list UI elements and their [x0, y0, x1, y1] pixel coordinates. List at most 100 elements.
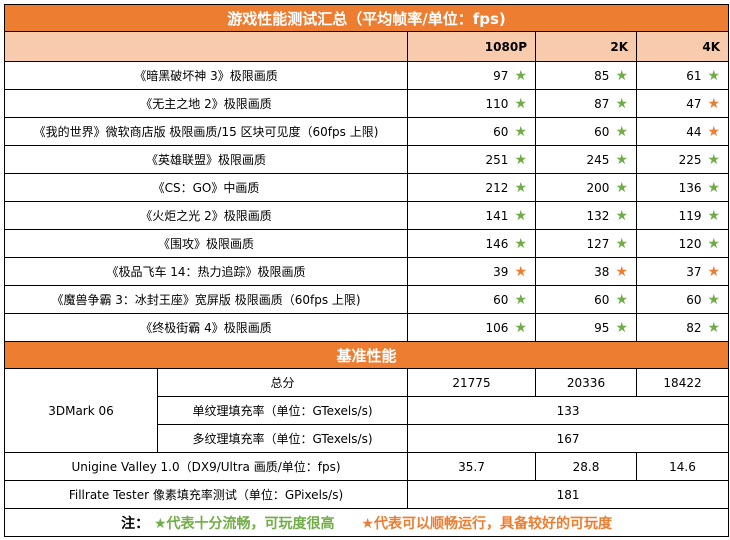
game-row: 《魔兽争霸 3：冰封王座》宽屏版 极限画质（60fps 上限) 60 ★ 60 ★ 60 ★ [4, 285, 730, 314]
fps-number: 136 [678, 180, 702, 195]
green-star-icon: ★ [514, 151, 527, 168]
orange-star-icon: ★ [707, 263, 721, 280]
total-1080p: 21775 [407, 368, 536, 397]
fps-number: 245 [586, 152, 610, 167]
fps-value: 136 ★ [635, 173, 730, 202]
green-star-icon: ★ [615, 179, 628, 196]
fps-number: 106 [485, 320, 509, 335]
orange-star-icon: ★ [707, 123, 721, 140]
game-name: 《围攻》极限画质 [4, 229, 408, 258]
note-orange: ★代表可以顺畅运行，具备较好的可玩度 [361, 515, 612, 532]
fps-number: 60 [594, 124, 610, 139]
col-2k: 2K [535, 31, 637, 62]
col-1080p: 1080P [407, 31, 536, 62]
game-name: 《CS：GO》中画质 [4, 173, 408, 202]
fps-number: 37 [686, 264, 702, 279]
green-star-icon: ★ [615, 67, 628, 84]
fps-value: 106 ★ [407, 313, 536, 342]
fps-value: 82 ★ [635, 313, 730, 342]
column-header-row: 1080P 2K 4K [4, 31, 730, 62]
fps-number: 127 [586, 236, 610, 251]
fps-number: 82 [686, 320, 702, 335]
multi-texture-value: 167 [406, 424, 730, 453]
game-name: 《火炬之光 2》极限画质 [4, 201, 408, 230]
valley-4k: 14.6 [635, 452, 730, 481]
orange-star-icon: ★ [707, 95, 721, 112]
3dmark-label: 3DMark 06 [4, 368, 158, 453]
fps-number: 120 [678, 236, 702, 251]
fps-value: 97 ★ [407, 61, 536, 90]
fps-number: 225 [678, 152, 702, 167]
green-star-icon: ★ [707, 235, 721, 252]
game-name: 《极品飞车 14：热力追踪》极限画质 [4, 257, 408, 286]
green-star-icon: ★ [615, 123, 628, 140]
legend-note: 注： ★代表十分流畅，可玩度很高 ★代表可以顺畅运行，具备较好的可玩度 [3, 508, 730, 537]
fps-value: 225 ★ [635, 145, 730, 174]
green-star-icon: ★ [707, 207, 721, 224]
game-name: 《终极街霸 4》极限画质 [4, 313, 408, 342]
fps-value: 212 ★ [407, 173, 536, 202]
total-label: 总分 [157, 368, 408, 397]
table-title: 游戏性能测试汇总（平均帧率/单位：fps) [3, 4, 730, 32]
green-star-icon: ★ [707, 67, 721, 84]
game-row: 《英雄联盟》极限画质 251 ★ 245 ★ 225 ★ [4, 145, 730, 174]
green-star-icon: ★ [615, 291, 628, 308]
green-star-icon: ★ [615, 95, 628, 112]
multi-texture-label: 多纹理填充率（单位：GTexels/s) [157, 424, 408, 453]
game-name: 《英雄联盟》极限画质 [4, 145, 408, 174]
game-name: 《我的世界》微软商店版 极限画质/15 区块可见度（60fps 上限) [4, 117, 408, 146]
fps-number: 141 [485, 208, 509, 223]
fillrate-value: 181 [406, 480, 730, 509]
green-star-icon: ★ [615, 151, 628, 168]
fps-number: 110 [485, 96, 509, 111]
valley-2k: 28.8 [535, 452, 637, 481]
total-2k: 20336 [535, 368, 637, 397]
fps-value: 39 ★ [407, 257, 536, 286]
fps-number: 146 [485, 236, 509, 251]
fps-value: 60 ★ [535, 285, 637, 314]
fps-number: 119 [678, 208, 702, 223]
fps-value: 87 ★ [535, 89, 637, 118]
green-star-icon: ★ [514, 235, 527, 252]
fps-number: 60 [493, 124, 509, 139]
game-row: 《我的世界》微软商店版 极限画质/15 区块可见度（60fps 上限) 60 ★ 60… [4, 117, 730, 146]
fps-value: 245 ★ [535, 145, 637, 174]
fps-number: 95 [594, 320, 610, 335]
game-row: 《火炬之光 2》极限画质 141 ★ 132 ★ 119 ★ [4, 201, 730, 230]
fps-value: 251 ★ [407, 145, 536, 174]
fps-value: 146 ★ [407, 229, 536, 258]
green-star-icon: ★ [514, 179, 527, 196]
fps-number: 44 [686, 124, 702, 139]
fps-number: 87 [594, 96, 610, 111]
fps-value: 119 ★ [635, 201, 730, 230]
fps-number: 212 [485, 180, 509, 195]
fps-number: 132 [586, 208, 610, 223]
green-star-icon: ★ [514, 319, 527, 336]
orange-star-icon: ★ [615, 263, 628, 280]
total-4k: 18422 [635, 368, 730, 397]
green-star-icon: ★ [514, 207, 527, 224]
game-name: 《暗黑破坏神 3》极限画质 [4, 61, 408, 90]
fps-value: 60 ★ [535, 117, 637, 146]
fps-number: 85 [594, 68, 610, 83]
fps-value: 85 ★ [535, 61, 637, 90]
game-row: 《极品飞车 14：热力追踪》极限画质 39 ★ 38 ★ 37 ★ [4, 257, 730, 286]
fps-number: 47 [686, 96, 702, 111]
performance-table: 游戏性能测试汇总（平均帧率/单位：fps) 1080P 2K 4K 《暗黑破坏神… [3, 4, 730, 537]
green-star-icon: ★ [707, 319, 721, 336]
green-star-icon: ★ [707, 291, 721, 308]
fps-number: 60 [594, 292, 610, 307]
game-row: 《终极街霸 4》极限画质 106 ★ 95 ★ 82 ★ [4, 313, 730, 342]
fps-value: 120 ★ [635, 229, 730, 258]
fps-value: 38 ★ [535, 257, 637, 286]
fps-number: 38 [594, 264, 610, 279]
fps-number: 251 [485, 152, 509, 167]
fps-value: 61 ★ [635, 61, 730, 90]
fps-value: 60 ★ [407, 285, 536, 314]
valley-label: Unigine Valley 1.0（DX9/Ultra 画质/单位：fps) [4, 452, 408, 481]
green-star-icon: ★ [514, 95, 527, 112]
fps-value: 200 ★ [535, 173, 637, 202]
orange-star-icon: ★ [514, 263, 527, 280]
game-name: 《魔兽争霸 3：冰封王座》宽屏版 极限画质（60fps 上限) [4, 285, 408, 314]
fps-number: 60 [493, 292, 509, 307]
